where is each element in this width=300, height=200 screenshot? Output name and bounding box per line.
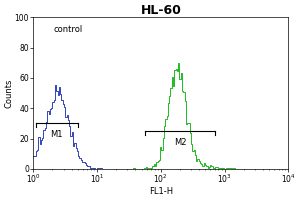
Y-axis label: Counts: Counts [4, 78, 13, 108]
Title: HL-60: HL-60 [140, 4, 181, 17]
Text: control: control [54, 25, 83, 34]
Text: M2: M2 [174, 138, 186, 147]
X-axis label: FL1-H: FL1-H [149, 187, 173, 196]
Text: M1: M1 [51, 130, 63, 139]
